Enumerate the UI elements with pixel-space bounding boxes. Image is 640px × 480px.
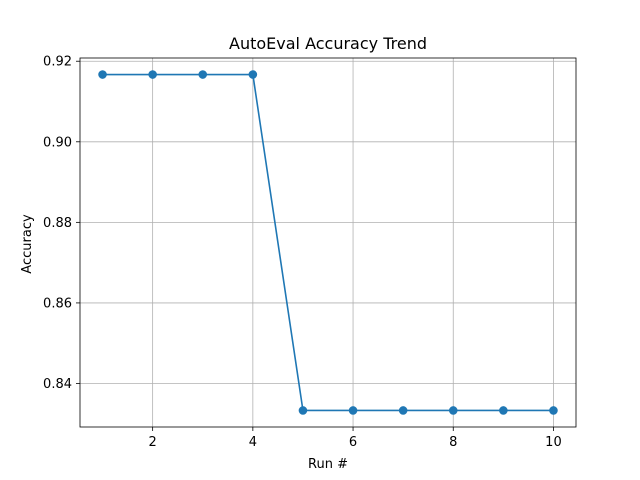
data-point-8: [448, 406, 458, 415]
data-point-10: [549, 406, 558, 415]
y-tick-label-2: 0.88: [43, 216, 72, 231]
y-tick-label-4: 0.92: [43, 55, 72, 70]
tick-labels: 2 4 6 8 10 0.84 0.86 0.88 0.90 0.92: [43, 55, 562, 450]
x-tick-label-2: 6: [349, 435, 357, 450]
x-tick-label-3: 8: [449, 435, 457, 450]
data-point-4: [248, 70, 258, 79]
x-axis-label: Run #: [308, 457, 348, 472]
data-point-2: [148, 70, 157, 79]
data-point-7: [398, 406, 408, 415]
y-tick-label-1: 0.86: [43, 296, 72, 311]
data-point-6: [348, 406, 358, 415]
x-tick-label-4: 10: [545, 435, 562, 450]
x-tick-label-0: 2: [149, 435, 157, 450]
grid-lines: [80, 58, 576, 427]
data-point-1: [98, 70, 107, 79]
y-axis-label: Accuracy: [20, 214, 35, 274]
y-tick-label-3: 0.90: [43, 135, 72, 150]
data-series: [98, 70, 558, 415]
series-line-0: [102, 73, 554, 412]
x-tick-label-1: 4: [249, 435, 257, 450]
y-tick-label-0: 0.84: [43, 377, 72, 392]
chart-title: AutoEval Accuracy Trend: [229, 34, 427, 53]
data-point-3: [198, 70, 208, 79]
axes: [76, 57, 577, 431]
data-point-5: [298, 406, 308, 415]
plot-frame: [79, 57, 577, 428]
data-point-9: [499, 406, 508, 415]
